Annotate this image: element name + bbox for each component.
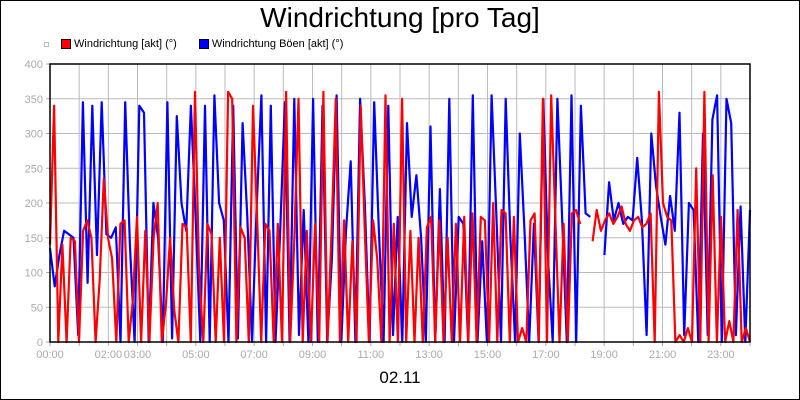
x-tick-label: 11:00: [357, 349, 384, 361]
x-tick-label: 05:00: [182, 349, 210, 361]
y-tick-label: 350: [25, 94, 43, 106]
series-line: [591, 90, 752, 344]
x-tick-label: 17:00: [532, 349, 560, 361]
y-tick-label: 100: [25, 268, 43, 280]
x-tick-label: 00:00: [36, 349, 64, 361]
x-tick-label: 13:00: [415, 349, 443, 361]
y-tick-label: 250: [25, 163, 43, 175]
legend-swatch-red-icon: [61, 39, 71, 49]
date-label: 02.11: [379, 368, 421, 387]
legend-item-windrichtung-boeen: Windrichtung Böen [akt] (°): [198, 38, 344, 50]
legend: Windrichtung [akt] (°) Windrichtung Böen…: [44, 38, 365, 50]
legend-label: Windrichtung Böen [akt] (°): [211, 38, 344, 50]
y-tick-label: 50: [31, 302, 43, 314]
series-line: [603, 94, 752, 344]
legend-marker-icon: [44, 41, 49, 47]
plot-border: [49, 63, 751, 343]
legend-item-windrichtung: Windrichtung [akt] (°): [61, 38, 177, 50]
series-line: [48, 90, 582, 344]
x-tick-label: 03:00: [124, 349, 152, 361]
x-tick-label: 21:00: [649, 349, 677, 361]
y-tick-label: 300: [25, 129, 43, 141]
x-tick-label: 19:00: [590, 349, 618, 361]
x-tick-label: 23:00: [707, 349, 735, 361]
y-tick-label: 200: [25, 198, 43, 210]
x-tick-label: 02:00: [95, 349, 123, 361]
x-tick-label: 07:00: [240, 349, 268, 361]
x-tick-label: 15:00: [474, 349, 502, 361]
legend-label: Windrichtung [akt] (°): [74, 38, 177, 50]
y-tick-label: 150: [25, 233, 43, 245]
legend-swatch-blue-icon: [198, 39, 209, 49]
y-tick-label: 400: [25, 59, 43, 71]
chart-title: Windrichtung [pro Tag]: [260, 2, 540, 33]
x-tick-label: 09:00: [299, 349, 327, 361]
y-tick-label: 0: [37, 337, 43, 349]
